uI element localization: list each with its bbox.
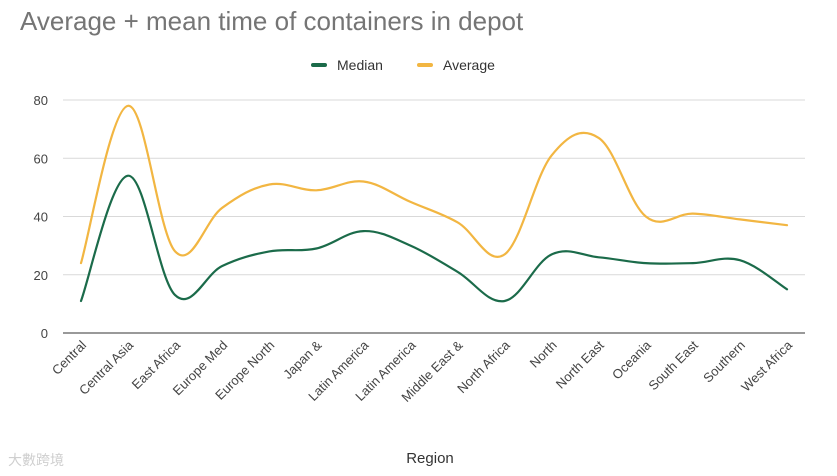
x-tick-label: Oceania: [609, 337, 654, 382]
x-axis-label: Region: [406, 450, 454, 467]
x-tick-label: West Africa: [738, 337, 795, 394]
x-tick-label: South East: [645, 337, 701, 393]
x-tick-label: Central: [49, 337, 89, 377]
x-tick-label: North: [527, 338, 560, 371]
watermark-logo: 大數跨境: [8, 453, 64, 469]
y-tick-label: 0: [41, 326, 48, 341]
y-tick-label: 40: [34, 210, 48, 225]
x-tick-label: Japan &: [280, 337, 325, 382]
chart-title: Average + mean time of containers in dep…: [20, 6, 524, 36]
series-line-median: [79, 174, 789, 303]
x-tick-label: Southern: [700, 338, 748, 386]
y-tick-label: 60: [34, 151, 48, 166]
x-tick-label: North East: [553, 337, 607, 391]
series-line-average: [79, 104, 789, 265]
legend-label: Average: [443, 57, 495, 73]
y-tick-label: 80: [34, 93, 48, 108]
legend-label: Median: [337, 57, 383, 73]
y-tick-label: 20: [34, 268, 48, 283]
